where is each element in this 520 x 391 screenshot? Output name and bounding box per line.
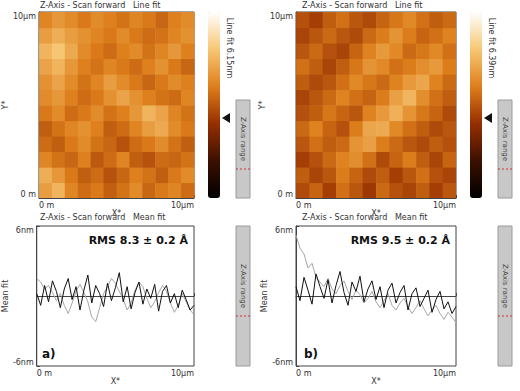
- svg-text:-6nm: -6nm: [13, 358, 34, 367]
- svg-text:Line fit 6.15nm: Line fit 6.15nm: [225, 18, 234, 79]
- svg-text:0 m: 0 m: [21, 190, 37, 199]
- svg-text:RMS 8.3 ± 0.2 Å: RMS 8.3 ± 0.2 Å: [89, 234, 189, 247]
- svg-text:Z-Axis range: Z-Axis range: [501, 117, 509, 161]
- svg-text:X*: X*: [111, 377, 120, 386]
- svg-text:Mean fit: Mean fit: [1, 280, 10, 313]
- svg-text:Z-Axis range: Z-Axis range: [501, 264, 509, 308]
- svg-text:0 m: 0 m: [296, 201, 312, 210]
- svg-text:Mean fit: Mean fit: [260, 280, 269, 313]
- svg-text:10µm: 10µm: [171, 201, 194, 210]
- svg-text:Y*: Y*: [1, 101, 10, 111]
- svg-text:b): b): [304, 347, 318, 361]
- svg-text:6nm: 6nm: [275, 226, 293, 235]
- svg-text:10µm: 10µm: [433, 201, 456, 210]
- svg-text:10µm: 10µm: [13, 12, 36, 21]
- svg-text:X*: X*: [371, 377, 380, 386]
- svg-text:Z-Axis range: Z-Axis range: [239, 264, 247, 308]
- svg-text:-6nm: -6nm: [272, 358, 293, 367]
- svg-text:RMS 9.5 ± 0.2 Å: RMS 9.5 ± 0.2 Å: [351, 234, 451, 247]
- svg-text:Line fit 6.39nm: Line fit 6.39nm: [487, 18, 496, 79]
- svg-text:Z-Axis - Scan forward Mean f: Z-Axis - Scan forward Mean fit: [302, 213, 427, 222]
- svg-text:Y*: Y*: [258, 101, 267, 111]
- svg-text:Z-Axis - Scan forward Mean f: Z-Axis - Scan forward Mean fit: [40, 213, 165, 222]
- svg-text:6nm: 6nm: [16, 226, 34, 235]
- svg-text:10µm: 10µm: [433, 369, 456, 378]
- svg-text:a): a): [42, 347, 56, 361]
- svg-text:0 m: 0 m: [37, 369, 53, 378]
- svg-text:10µm: 10µm: [171, 369, 194, 378]
- svg-text:Z-Axis - Scan forward Line f: Z-Axis - Scan forward Line fit: [40, 1, 160, 10]
- svg-text:Z-Axis - Scan forward Line f: Z-Axis - Scan forward Line fit: [302, 1, 422, 10]
- svg-text:0 m: 0 m: [39, 201, 55, 210]
- svg-text:0 m: 0 m: [278, 190, 294, 199]
- svg-text:Z-Axis range: Z-Axis range: [239, 117, 247, 161]
- svg-text:0 m: 0 m: [296, 369, 312, 378]
- svg-text:10µm: 10µm: [270, 12, 293, 21]
